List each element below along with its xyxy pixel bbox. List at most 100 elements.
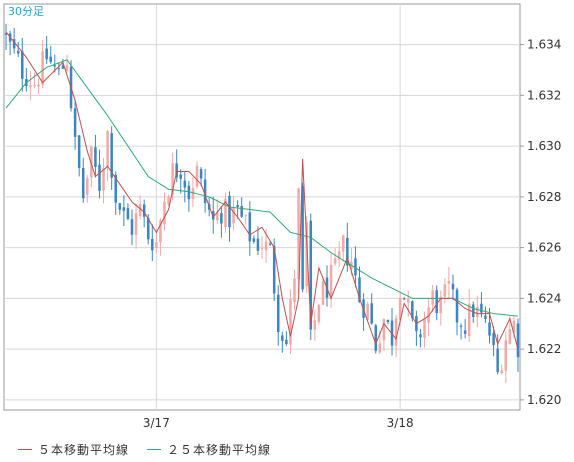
- candle-body: [130, 219, 134, 235]
- candle-body: [504, 340, 508, 371]
- candle-body: [94, 147, 97, 167]
- candle-body: [29, 85, 32, 88]
- candle-body: [305, 222, 308, 287]
- candle-body: [16, 50, 20, 54]
- candle-body: [512, 320, 516, 333]
- candle-body: [268, 243, 272, 245]
- candle-body: [358, 277, 361, 303]
- candle-body: [151, 238, 154, 251]
- candle-body: [114, 174, 117, 203]
- candle-body: [146, 217, 150, 240]
- candle-body: [53, 65, 57, 67]
- plot-area: [3, 3, 521, 411]
- legend-item-ma25: ２５本移動平均線: [147, 441, 271, 458]
- candle-body: [313, 320, 317, 330]
- candle-body: [317, 304, 321, 323]
- candle-body: [57, 68, 61, 70]
- candle-body: [138, 203, 142, 216]
- candle-body: [191, 188, 195, 200]
- candle-body: [439, 296, 443, 314]
- candle-body: [342, 235, 345, 252]
- legend-item-ma5: ５本移動平均線: [18, 441, 129, 458]
- candle-body: [370, 303, 373, 324]
- candle-body: [451, 283, 455, 290]
- candle-body: [309, 220, 313, 330]
- candle-body: [102, 168, 105, 191]
- candle-body: [252, 238, 256, 242]
- candle-body: [248, 212, 252, 242]
- candle-body: [435, 290, 438, 314]
- candle-body: [37, 84, 40, 87]
- candle-body: [260, 247, 264, 249]
- candle-body: [508, 329, 512, 345]
- candle-body: [476, 306, 479, 318]
- candle-body: [90, 146, 93, 178]
- candle-body: [122, 207, 126, 211]
- candle-body: [224, 198, 227, 228]
- candle-body: [232, 207, 235, 224]
- candle-body: [216, 212, 219, 221]
- candle-body: [301, 186, 304, 290]
- candle-body: [98, 164, 101, 191]
- candle-body: [496, 348, 499, 373]
- candle-body: [167, 196, 170, 205]
- candle-body: [236, 204, 239, 207]
- candle-body: [211, 211, 215, 220]
- y-tick-label: 1.632: [527, 88, 561, 102]
- candle-body: [463, 330, 467, 334]
- candle-body: [134, 213, 138, 235]
- candle-body: [337, 251, 341, 260]
- legend-swatch-ma5: [18, 448, 32, 450]
- candle-body: [378, 343, 382, 353]
- candle-body: [199, 169, 203, 179]
- candle-body: [455, 289, 459, 323]
- x-tick-label: 3/18: [387, 416, 414, 430]
- y-tick-label: 1.620: [527, 393, 561, 407]
- legend-swatch-ma25: [147, 448, 162, 450]
- candle-body: [281, 335, 284, 341]
- y-tick-label: 1.622: [527, 342, 561, 356]
- y-tick-label: 1.628: [527, 190, 561, 204]
- candle-body: [272, 245, 276, 294]
- candle-body: [407, 298, 410, 303]
- candle-body: [264, 241, 268, 251]
- candle-body: [443, 284, 447, 297]
- y-tick-label: 1.624: [527, 291, 561, 305]
- candle-body: [402, 298, 406, 300]
- candle-body: [12, 39, 16, 49]
- candle-body: [354, 258, 357, 276]
- candle-body: [21, 51, 24, 79]
- candle-body: [394, 318, 398, 346]
- candle-body: [289, 299, 292, 345]
- legend-label-ma25: ２５本移動平均線: [167, 442, 272, 457]
- candle-body: [61, 65, 65, 69]
- candle-body: [419, 334, 422, 338]
- candle-body: [484, 315, 487, 319]
- candle-body: [492, 333, 495, 346]
- candle-body: [480, 303, 483, 313]
- candle-body: [374, 325, 378, 351]
- candle-body: [81, 167, 85, 199]
- candle-body: [155, 241, 158, 248]
- candle-body: [49, 56, 52, 63]
- y-tick-label: 1.626: [527, 241, 561, 255]
- candle-body: [183, 180, 187, 188]
- candle-body: [285, 339, 288, 345]
- ma5-line: [5, 31, 519, 350]
- candle-body: [4, 33, 8, 35]
- candle-body: [346, 237, 349, 266]
- candle-body: [467, 303, 471, 337]
- candle-body: [329, 264, 333, 296]
- candle-body: [175, 163, 178, 178]
- candle-body: [77, 135, 81, 169]
- candle-body: [366, 303, 369, 320]
- y-tick-label: 1.630: [527, 139, 561, 153]
- candle-body: [423, 318, 426, 338]
- candle-body: [321, 281, 325, 305]
- candle-body: [244, 214, 248, 216]
- candle-body: [427, 307, 430, 323]
- candle-body: [472, 304, 475, 317]
- candle-body: [65, 64, 69, 72]
- period-label: 30分足: [8, 5, 44, 18]
